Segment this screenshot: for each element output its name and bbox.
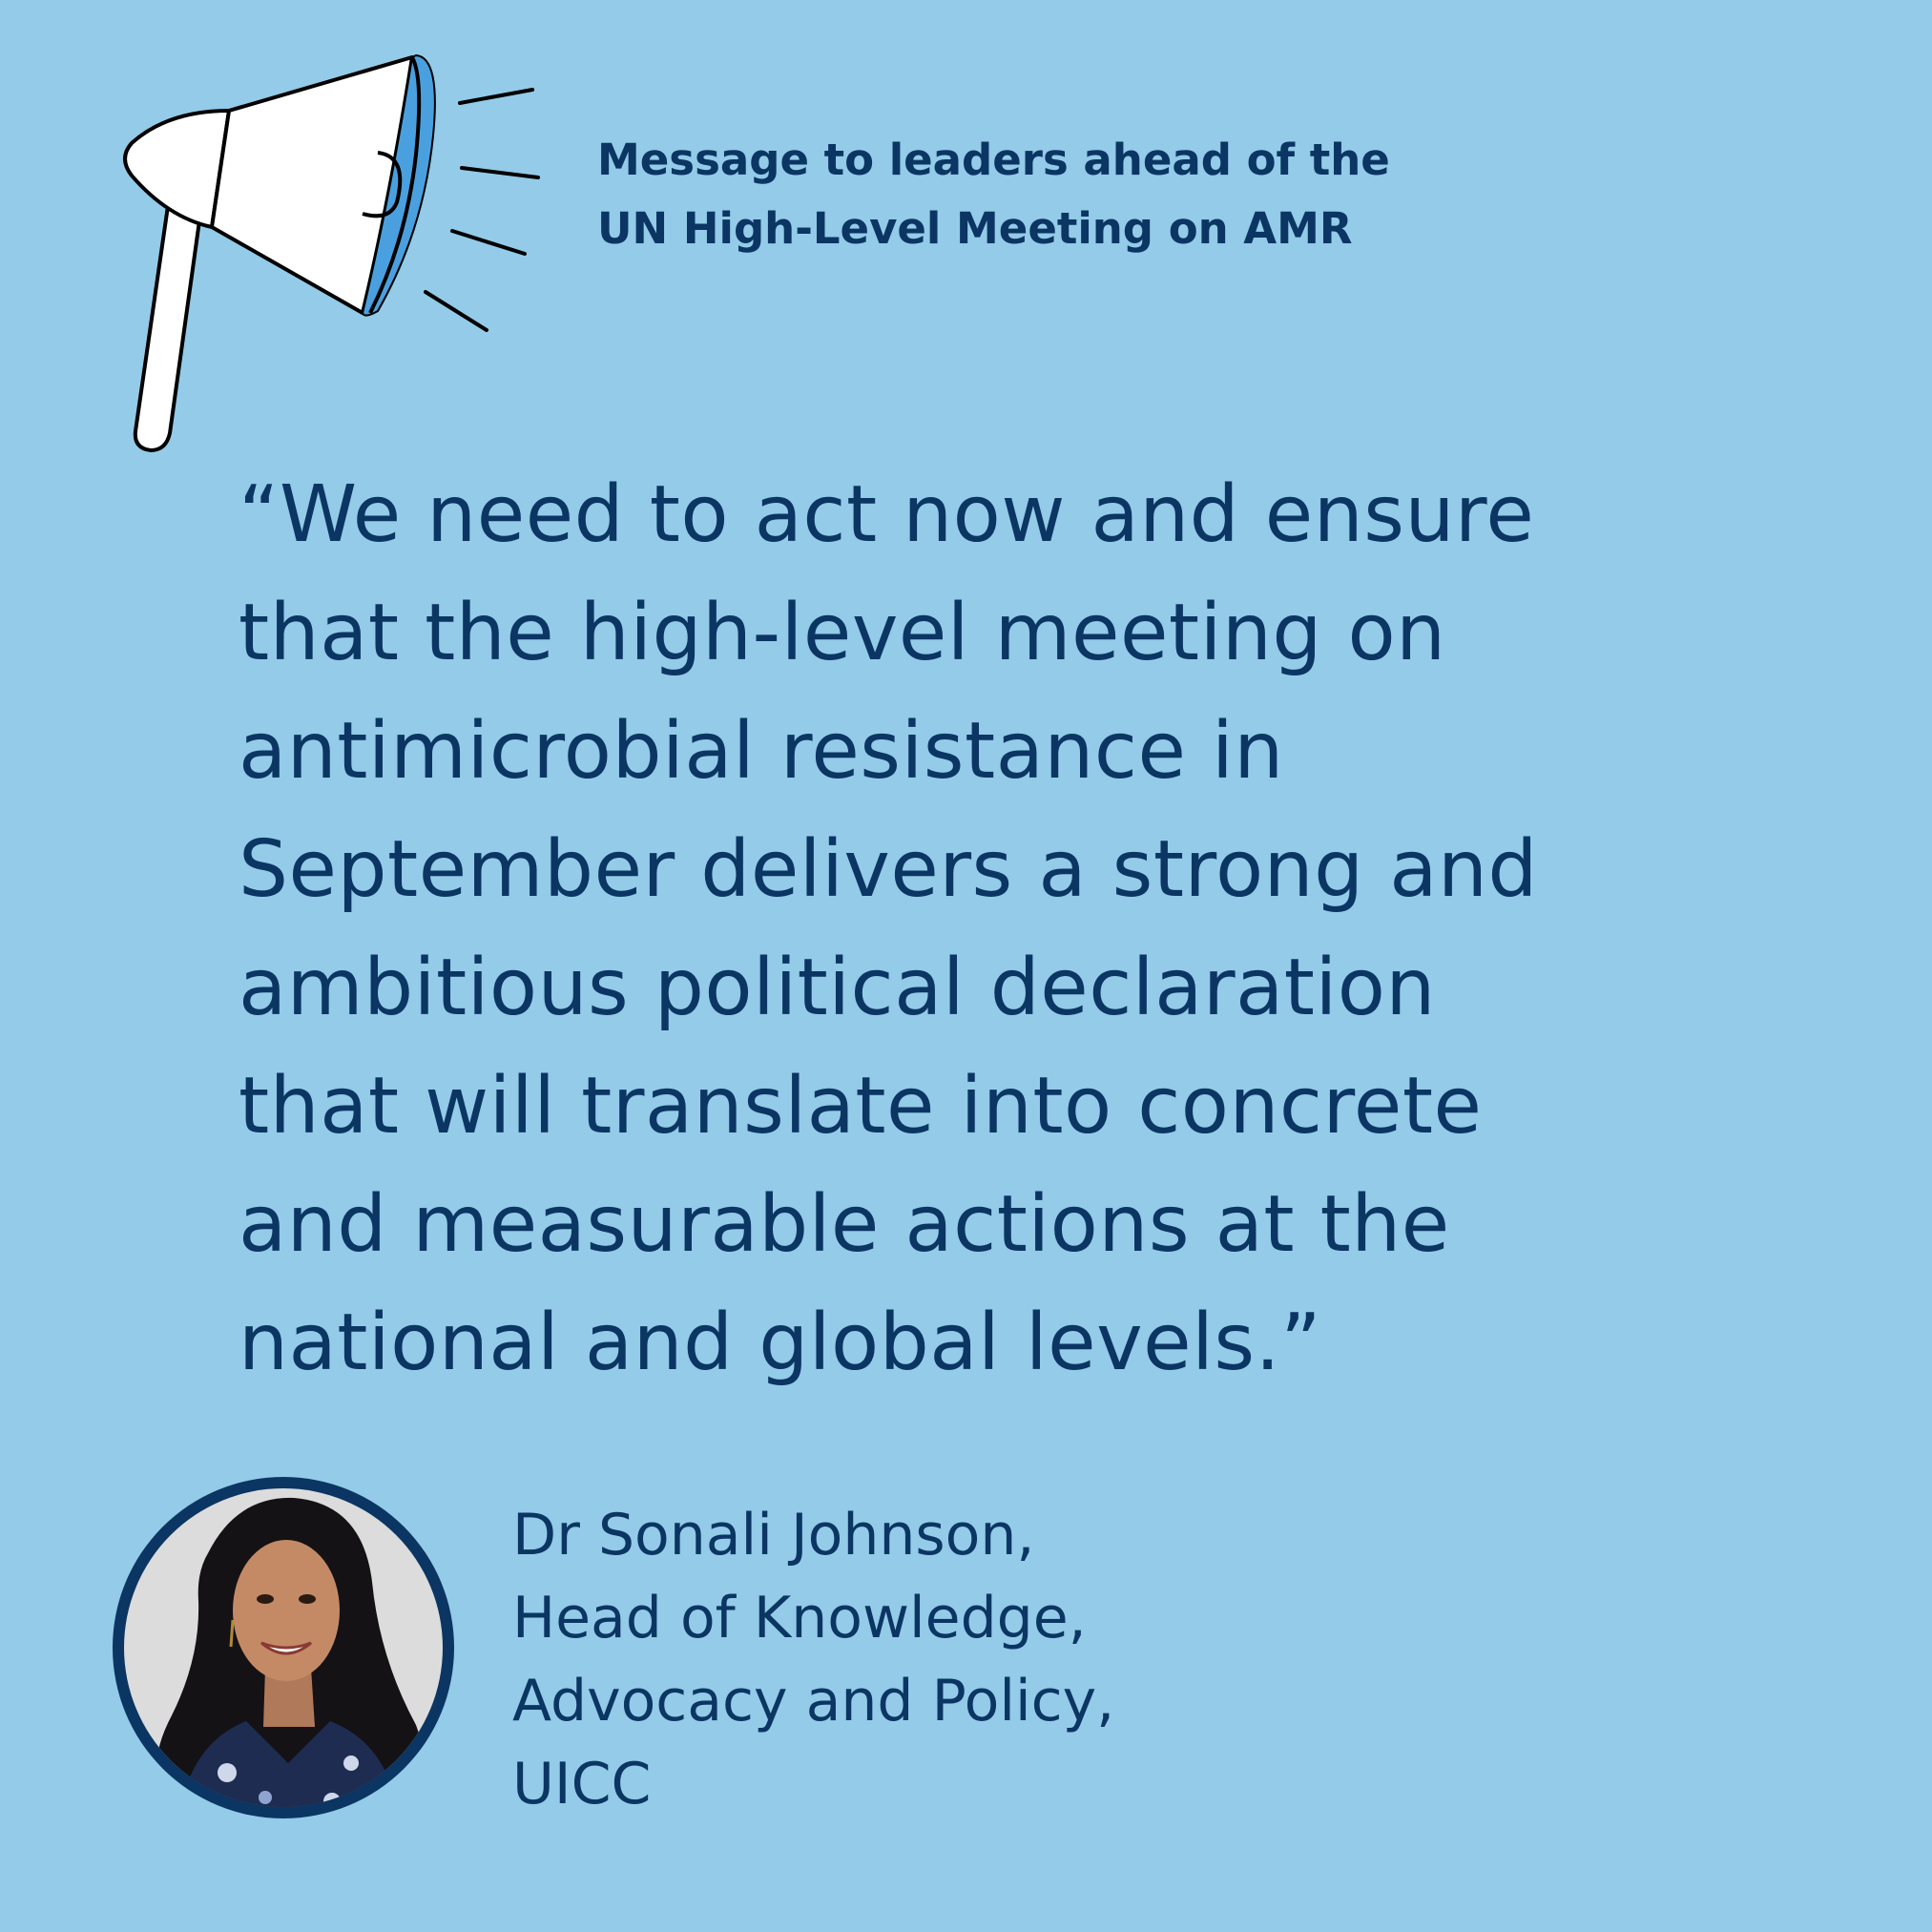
quote-line: national and global levels.” bbox=[239, 1298, 1322, 1388]
speaker-name: Dr Sonali Johnson, bbox=[512, 1502, 1035, 1568]
headline: Message to leaders ahead of the UN High-… bbox=[597, 126, 1390, 263]
speaker-organization: UICC bbox=[512, 1751, 652, 1818]
speaker-portrait bbox=[113, 1477, 454, 1818]
quote-line: and measurable actions at the bbox=[239, 1179, 1450, 1270]
quote-text: “We need to act now and ensure that the … bbox=[239, 456, 1880, 1402]
headline-line-2: UN High-Level Meeting on AMR bbox=[597, 203, 1353, 254]
quote-line: antimicrobial resistance in bbox=[239, 706, 1284, 797]
speaker-role-cont: Advocacy and Policy, bbox=[512, 1668, 1115, 1735]
quote-line: that will translate into concrete bbox=[239, 1061, 1483, 1152]
megaphone-icon bbox=[123, 53, 540, 452]
headline-line-1: Message to leaders ahead of the bbox=[597, 135, 1390, 185]
quote-line: September delivers a strong and bbox=[239, 824, 1538, 915]
quote-line: “We need to act now and ensure bbox=[239, 469, 1535, 560]
speaker-attribution: Dr Sonali Johnson, Head of Knowledge, Ad… bbox=[512, 1494, 1114, 1826]
quote-line: ambitious political declaration bbox=[239, 943, 1436, 1033]
quote-line: that the high-level meeting on bbox=[239, 588, 1446, 678]
speaker-role: Head of Knowledge, bbox=[512, 1585, 1087, 1652]
